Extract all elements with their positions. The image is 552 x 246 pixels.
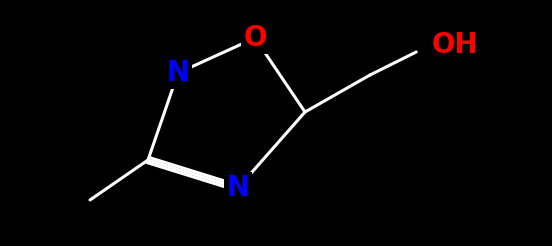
Text: OH: OH xyxy=(432,31,479,59)
Text: N: N xyxy=(226,174,250,202)
Text: N: N xyxy=(167,59,189,87)
Text: O: O xyxy=(243,24,267,52)
